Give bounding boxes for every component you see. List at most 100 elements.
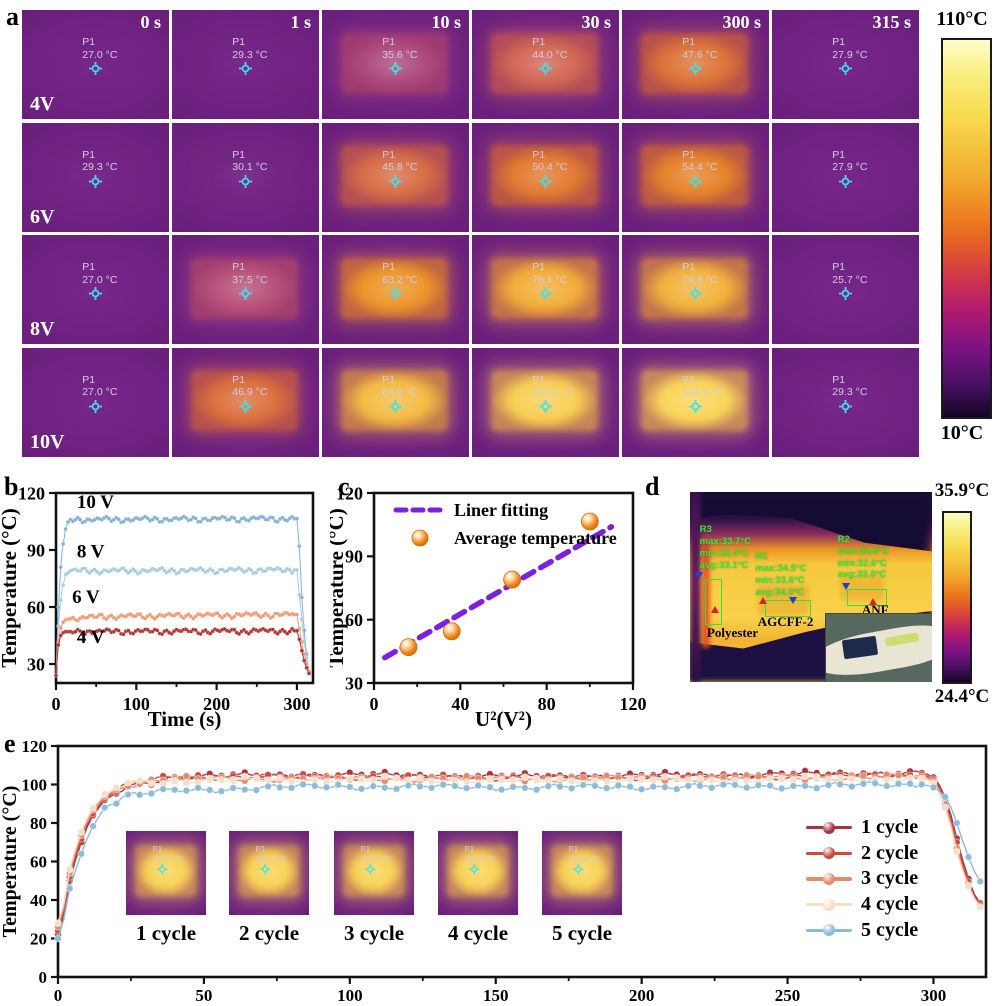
series-5-cycle — [54, 779, 985, 943]
thermal-image-cell: P1 29.3 °C 6V — [22, 122, 169, 232]
cycle-thermal-inset: P1 104.4 °C — [334, 831, 414, 915]
thermal-image-cell: P1 30.1 °C — [172, 122, 319, 232]
svg-text:0: 0 — [39, 968, 48, 987]
svg-text:120: 120 — [18, 483, 45, 503]
material-label-agcff2: AGCFF-2 — [757, 613, 814, 629]
crosshair-icon — [539, 174, 553, 188]
legend-line-sample — [806, 872, 852, 885]
svg-text:40: 40 — [30, 891, 47, 910]
crosshair-icon — [239, 62, 253, 76]
legend-line-sample — [806, 924, 852, 937]
max-marker-icon — [710, 606, 719, 613]
voltage-label: 8V — [30, 318, 55, 340]
thermal-image-cell: P1 101.1 °C — [472, 347, 619, 457]
spot-readout: P1 84.5 °C — [382, 374, 417, 413]
thermal-image-cell: P1 37.5 °C — [172, 235, 319, 344]
spot-readout: P1 35.6 °C — [382, 36, 417, 76]
colorbar-a-min-label: 10°C — [940, 422, 984, 444]
spot-readout: P1 76.1 °C — [532, 261, 567, 301]
heated-area — [641, 32, 749, 94]
crosshair-icon — [839, 399, 853, 413]
svg-text:90: 90 — [345, 547, 363, 567]
series-10-v — [53, 514, 312, 678]
thermal-image-cell: P1 105.5 °C — [622, 347, 769, 457]
svg-text:50: 50 — [195, 986, 212, 1005]
panel-b-label: b — [4, 472, 19, 501]
legend-line-sample — [806, 847, 852, 860]
series-inplot-label: 6 V — [72, 587, 100, 608]
heated-area — [341, 370, 449, 432]
cycle-caption: 1 cycle — [135, 921, 197, 945]
crosshair-icon — [89, 174, 103, 188]
series-4-v — [53, 626, 312, 678]
colorbar-d — [942, 511, 972, 684]
colorbar-a-max-label: 110°C — [936, 8, 988, 30]
legend-marker-sample — [823, 872, 835, 885]
crosshair-icon — [839, 174, 853, 188]
series-inplot-label: 10 V — [77, 492, 114, 513]
thermal-image-cell: P1 84.5 °C — [322, 347, 469, 457]
roi-box-r3 — [704, 579, 722, 626]
spot-readout: P1 78.8 °C — [682, 261, 717, 301]
crosshair-icon — [239, 287, 253, 301]
crosshair-icon — [365, 864, 376, 875]
min-marker-icon — [694, 571, 703, 579]
crosshair-icon — [389, 174, 403, 188]
thermal-image-cell: P1 105.5 °C — [126, 831, 206, 915]
crosshair-icon — [689, 174, 703, 188]
crosshair-icon — [157, 864, 168, 875]
svg-text:0: 0 — [370, 694, 379, 714]
crosshair-icon — [389, 62, 403, 76]
thermal-image-cell: P1 50.4 °C — [472, 122, 619, 232]
arm-photo — [825, 619, 932, 682]
spot-readout: P1 29.3 °C — [82, 149, 117, 188]
legend-fit-label: Liner fitting — [454, 500, 548, 520]
thermal-image-cell: P1 46.9 °C — [172, 347, 319, 457]
time-label: 0 s — [140, 12, 161, 32]
spot-readout: P1 105.5 °C — [682, 374, 723, 413]
panel-d-thermal-image: R3 max:33.7°C min:32.4°C avg:33.1°C R1 m… — [690, 492, 932, 682]
thermal-image-cell: P1 101.8 °C — [542, 831, 622, 915]
heated-area — [491, 370, 599, 432]
spot-readout: P1 25.7 °C — [832, 261, 867, 301]
legend-line-sample — [806, 898, 852, 911]
roi-readout-r2: R2 max:33.6°C min:32.6°C avg:33.0°C — [837, 533, 889, 581]
thermal-image-cell: P1 29.3 °C — [772, 347, 919, 457]
svg-text:90: 90 — [27, 540, 45, 560]
min-marker-icon — [789, 596, 798, 604]
legend-label: 1 cycle — [861, 816, 919, 839]
thermal-image-cell: P1 25.7 °C — [772, 235, 919, 344]
thermal-image-cell: P1 104.0 °C — [438, 831, 518, 915]
time-label: 315 s — [872, 12, 911, 32]
crosshair-icon — [389, 287, 403, 301]
heated-area — [641, 145, 749, 207]
svg-text:60: 60 — [30, 852, 47, 871]
legend-line-sample — [806, 821, 852, 834]
legend-item: 2 cycle — [806, 841, 918, 867]
crosshair-icon — [689, 399, 703, 413]
crosshair-icon — [89, 399, 103, 413]
colorbar-d-max-label: 35.9°C — [934, 480, 990, 501]
heated-area — [341, 257, 449, 319]
cycle-thermal-inset: P1 105.1 °C — [229, 831, 309, 915]
time-label: 10 s — [431, 12, 461, 32]
panel-e-label: e — [4, 729, 16, 758]
crosshair-icon — [389, 399, 403, 413]
background-dark-region — [690, 492, 701, 682]
legend-label: 5 cycle — [861, 918, 919, 941]
series-inplot-label: 8 V — [77, 542, 105, 563]
legend-item: 1 cycle — [806, 815, 918, 841]
legend-marker-sample — [823, 821, 835, 834]
max-marker-icon — [758, 596, 767, 604]
x-axis-label: U²(V²) — [475, 707, 532, 730]
heated-area — [491, 32, 599, 94]
heated-area — [134, 845, 198, 898]
thermal-image-cell: P1 27.0 °C 10V — [22, 347, 169, 457]
legend-label: 3 cycle — [861, 867, 919, 890]
cycle-thermal-inset: P1 101.8 °C — [542, 831, 622, 915]
crosshair-icon — [539, 399, 553, 413]
panel-d-photo-inset — [824, 612, 932, 682]
legend-label: 4 cycle — [861, 893, 919, 916]
heater-edge-glow — [702, 537, 711, 648]
svg-text:100: 100 — [22, 775, 48, 794]
